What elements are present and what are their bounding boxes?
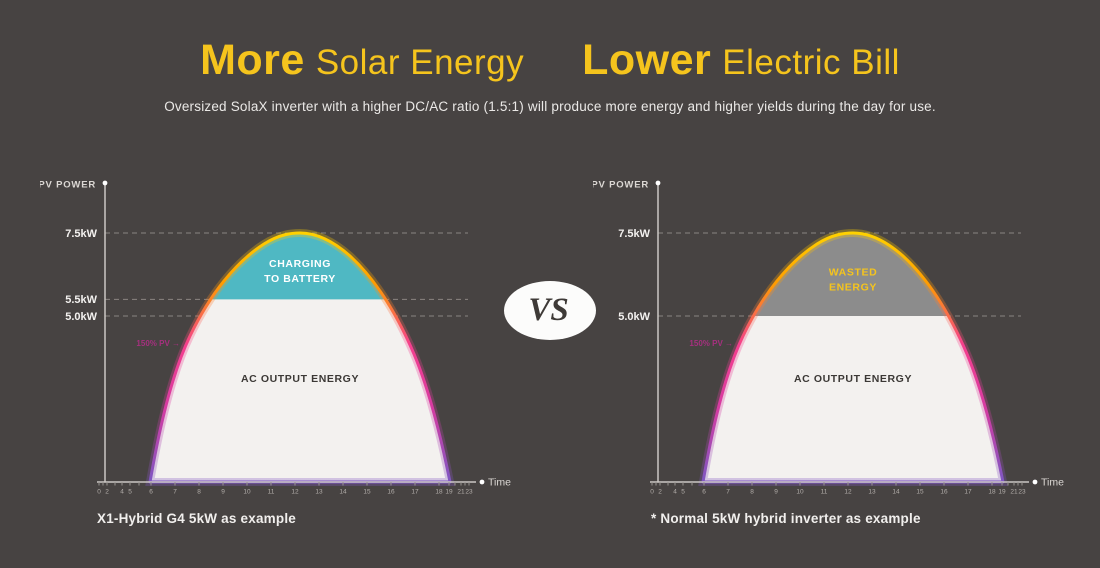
x-tick-label-15: 15 — [363, 489, 371, 496]
pv-curve — [145, 228, 455, 486]
x-tick-label-23: 23 — [465, 489, 473, 496]
x-tick-label-14: 14 — [339, 489, 347, 496]
x-tick-label-17: 17 — [411, 489, 419, 496]
x-axis: 0 2 4 5 6 7 8 9 10 11 12 13 14 15 16 17 18 19 21 23 Time — [97, 477, 511, 496]
x-tick-label-5: 5 — [128, 489, 132, 496]
x-tick-label-7: 7 — [173, 489, 177, 496]
y-tick-label-7.5kW: 7.5kW — [65, 228, 97, 240]
x-tick-label-13: 13 — [315, 489, 323, 496]
left-chart: PV POWER 7.5kW 5.5kW 5.0kW 0 2 4 5 6 7 8 9 10 11 12 13 1… — [38, 170, 560, 505]
x-tick-label-2: 2 — [658, 489, 662, 496]
x-tick-label-10: 10 — [796, 489, 804, 496]
x-tick-label-4: 4 — [120, 489, 124, 496]
title-word-more: More — [200, 36, 305, 84]
x-tick-label-18: 18 — [435, 489, 443, 496]
chart-labels: CHARGING TO BATTERY AC OUTPUT ENERGY — [241, 258, 359, 385]
x-tick-label-19: 19 — [445, 489, 453, 496]
y-tick-label-5.0kW: 5.0kW — [65, 311, 97, 323]
x-tick-label-15: 15 — [916, 489, 924, 496]
y-axis-title: PV POWER — [593, 180, 649, 191]
y-axis-title: PV POWER — [40, 180, 96, 191]
x-tick-label-0: 0 — [650, 489, 654, 496]
page-title: More Solar Energy Lower Electric Bill — [0, 36, 1100, 85]
x-tick-label-16: 16 — [940, 489, 948, 496]
pv-curve — [698, 228, 1008, 486]
y-axis-top-dot — [102, 180, 108, 186]
pv-chart-svg: PV POWER 7.5kW 5.0kW 0 2 4 5 6 7 8 9 10 11 12 13 14 15 16… — [591, 180, 1064, 496]
curve-stroke — [148, 231, 452, 484]
pv-annotation: 150% PV → — [689, 339, 733, 348]
x-tick-label-21: 21 — [1010, 489, 1018, 496]
x-tick-label-12: 12 — [291, 489, 299, 496]
x-tick-label-18: 18 — [988, 489, 996, 496]
band-label: CHARGING — [269, 258, 331, 270]
x-axis-end-dot — [1032, 479, 1038, 485]
y-tick-label-5.5kW: 5.5kW — [65, 294, 97, 306]
curve-stroke — [701, 231, 1005, 484]
pv-chart-svg: PV POWER 7.5kW 5.5kW 5.0kW 0 2 4 5 6 7 8 9 10 11 12 13 1… — [38, 180, 511, 496]
x-tick-label-4: 4 — [673, 489, 677, 496]
vs-label: VS — [528, 292, 569, 328]
x-tick-label-19: 19 — [998, 489, 1006, 496]
title-solar-energy: Solar Energy — [315, 43, 525, 82]
vs-badge: VS — [504, 281, 596, 340]
y-axis: PV POWER 7.5kW 5.5kW 5.0kW — [38, 180, 108, 482]
x-tick-label-10: 10 — [243, 489, 251, 496]
header: More Solar Energy Lower Electric Bill Ov… — [0, 36, 1100, 114]
x-tick-label-14: 14 — [892, 489, 900, 496]
x-tick-label-11: 11 — [268, 489, 275, 496]
title-more-solar-energy: More Solar Energy — [200, 36, 524, 85]
left-chart-caption: X1-Hybrid G4 5kW as example — [97, 511, 296, 526]
x-tick-label-13: 13 — [868, 489, 876, 496]
right-chart-caption: * Normal 5kW hybrid inverter as example — [651, 511, 921, 526]
x-tick-label-6: 6 — [149, 489, 153, 496]
x-axis: 0 2 4 5 6 7 8 9 10 11 12 13 14 15 16 17 18 19 21 23 Time — [650, 477, 1064, 496]
band-label: ENERGY — [829, 282, 877, 294]
pv-annotation: 150% PV → — [136, 339, 180, 348]
title-electric-bill: Electric Bill — [722, 43, 900, 82]
subtitle: Oversized SolaX inverter with a higher D… — [164, 99, 936, 114]
x-tick-label-7: 7 — [726, 489, 730, 496]
title-lower-electric-bill: Lower Electric Bill — [582, 36, 900, 85]
x-tick-label-12: 12 — [844, 489, 852, 496]
title-word-lower: Lower — [582, 36, 712, 84]
x-tick-label-23: 23 — [1018, 489, 1026, 496]
x-axis-end-dot — [479, 479, 485, 485]
x-tick-label-9: 9 — [221, 489, 225, 496]
x-tick-label-5: 5 — [681, 489, 685, 496]
y-axis: PV POWER 7.5kW 5.0kW — [591, 180, 661, 482]
y-axis-top-dot — [655, 180, 661, 186]
chart-labels: WASTED ENERGY AC OUTPUT ENERGY — [794, 267, 912, 386]
x-tick-label-11: 11 — [821, 489, 828, 496]
x-tick-label-21: 21 — [457, 489, 465, 496]
x-tick-label-8: 8 — [750, 489, 754, 496]
x-tick-label-2: 2 — [105, 489, 109, 496]
x-tick-label-8: 8 — [197, 489, 201, 496]
x-axis-title: Time — [488, 477, 511, 489]
x-axis-title: Time — [1041, 477, 1064, 489]
area-label: AC OUTPUT ENERGY — [241, 373, 359, 385]
x-tick-label-16: 16 — [387, 489, 395, 496]
x-tick-label-17: 17 — [964, 489, 972, 496]
area-label: AC OUTPUT ENERGY — [794, 373, 912, 385]
right-chart: PV POWER 7.5kW 5.0kW 0 2 4 5 6 7 8 9 10 11 12 13 14 15 16… — [591, 170, 1100, 505]
y-tick-label-5.0kW: 5.0kW — [618, 311, 650, 323]
x-tick-label-9: 9 — [774, 489, 778, 496]
y-tick-label-7.5kW: 7.5kW — [618, 228, 650, 240]
x-tick-label-0: 0 — [97, 489, 101, 496]
band-label: WASTED — [829, 267, 878, 279]
band-label: TO BATTERY — [264, 273, 336, 285]
x-tick-label-6: 6 — [702, 489, 706, 496]
